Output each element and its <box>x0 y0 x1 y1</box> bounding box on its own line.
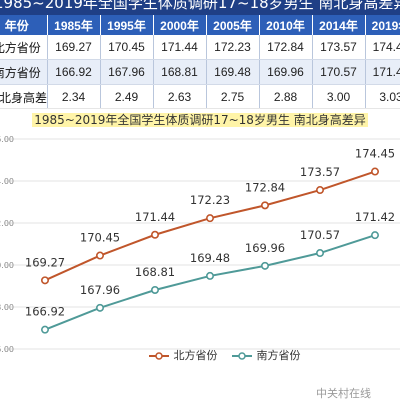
legend-item-south: 南方省份 <box>231 347 301 363</box>
table-cell: 171.44 <box>153 35 207 60</box>
data-label: 174.45 <box>355 147 395 161</box>
data-point <box>315 249 324 258</box>
chart-title: 1985~2019年全国学生体质调研17~18岁男生 南北身高差异 <box>0 112 400 128</box>
table-cell: 172.23 <box>206 35 260 60</box>
table-cell: 174.45 <box>365 35 400 60</box>
data-point <box>315 186 324 195</box>
table-year-header: 2005年 <box>206 15 260 35</box>
chart-title-text: 1985~2019年全国学生体质调研17~18岁男生 南北身高差异 <box>32 113 368 127</box>
y-tick-label: 166.00 <box>0 345 14 354</box>
table-year-header: 1985年 <box>47 15 101 35</box>
table-year-header: 2000年 <box>153 15 207 35</box>
table-row-difference: 南北身高差 2.34 2.49 2.63 2.75 2.88 3.00 3.03 <box>0 84 400 110</box>
table-row-label: 南方省份 <box>0 59 48 85</box>
watermark: 中关村在线 <box>316 387 371 400</box>
table-cell: 170.57 <box>312 59 366 85</box>
data-point <box>206 214 215 223</box>
table-cell: 2.34 <box>47 84 101 110</box>
header-title: 1985~2019年全国学生体质调研17~18岁男生 南北身高差异 <box>0 0 400 12</box>
y-tick-label: 172.00 <box>0 219 14 228</box>
table-cell: 168.81 <box>153 59 207 85</box>
table-cell: 167.96 <box>100 59 154 85</box>
y-tick-label: 174.00 <box>0 177 14 186</box>
y-tick-label: 168.00 <box>0 303 14 312</box>
data-point <box>370 231 379 240</box>
table-row-label: 北方省份 <box>0 35 48 60</box>
data-label: 168.81 <box>135 265 175 279</box>
line-chart: 176.00 174.00 172.00 170.00 168.00 166.00 169.… <box>0 135 400 354</box>
data-label: 166.92 <box>25 305 65 319</box>
data-label: 173.57 <box>300 165 340 179</box>
data-table-container: 年份 1985年 1995年 2000年 2005年 2010年 2014年 2… <box>0 15 400 110</box>
table-corner-header: 年份 <box>0 15 48 35</box>
legend-north-marker-icon <box>149 352 169 360</box>
y-tick-label: 176.00 <box>0 135 14 144</box>
data-label: 169.96 <box>245 241 285 255</box>
data-label: 169.27 <box>25 255 65 269</box>
table-cell: 172.84 <box>259 35 313 60</box>
chart-card: 176.00 174.00 172.00 170.00 168.00 166.00 169.… <box>0 108 400 400</box>
table-cell: 2.88 <box>259 84 313 110</box>
data-point <box>96 303 105 312</box>
data-label: 171.44 <box>135 210 175 224</box>
table-cell: 166.92 <box>47 59 101 85</box>
table-cell: 2.49 <box>100 84 154 110</box>
table-year-header: 1995年 <box>100 15 154 35</box>
table-cell: 169.27 <box>47 35 101 60</box>
legend-item-north: 北方省份 <box>148 347 218 363</box>
data-point <box>206 271 215 280</box>
table-row-south: 南方省份 166.92 167.96 168.81 169.48 169.96 … <box>0 59 400 85</box>
chart-legend: 北方省份 南方省份 <box>148 347 311 363</box>
table-header-row: 年份 1985年 1995年 2000年 2005年 2010年 2014年 2… <box>0 15 400 35</box>
data-label: 169.48 <box>190 251 230 265</box>
data-point <box>151 230 160 239</box>
legend-label: 北方省份 <box>173 349 218 362</box>
data-point <box>370 167 379 176</box>
data-label: 171.42 <box>355 210 395 224</box>
data-point <box>40 276 49 285</box>
data-label: 170.57 <box>300 228 340 242</box>
table-cell: 2.63 <box>153 84 207 110</box>
header-banner: 1985~2019年全国学生体质调研17~18岁男生 南北身高差异 <box>0 0 400 15</box>
table-cell: 170.45 <box>100 35 154 60</box>
data-point <box>96 251 105 260</box>
table-cell: 3.03 <box>365 84 400 110</box>
y-tick-label: 170.00 <box>0 261 14 270</box>
table-year-header: 2010年 <box>259 15 313 35</box>
table-cell: 3.00 <box>312 84 366 110</box>
data-point <box>40 325 49 334</box>
data-label: 172.84 <box>245 180 285 194</box>
table-row-label: 南北身高差 <box>0 84 48 110</box>
data-label: 170.45 <box>80 231 120 245</box>
table-cell: 2.75 <box>206 84 260 110</box>
data-point <box>260 261 269 270</box>
table-cell: 169.96 <box>259 59 313 85</box>
table-cell: 169.48 <box>206 59 260 85</box>
data-table: 年份 1985年 1995年 2000年 2005年 2010年 2014年 2… <box>0 15 400 110</box>
legend-south-marker-icon <box>232 352 252 360</box>
table-year-header: 2019年 <box>365 15 400 35</box>
table-year-header: 2014年 <box>312 15 366 35</box>
legend-label: 南方省份 <box>256 349 301 362</box>
table-cell: 173.57 <box>312 35 366 60</box>
table-row-north: 北方省份 169.27 170.45 171.44 172.23 172.84 … <box>0 35 400 60</box>
data-label: 167.96 <box>80 283 120 297</box>
table-cell: 171.42 <box>365 59 400 85</box>
data-point <box>151 285 160 294</box>
data-label: 172.23 <box>190 193 230 207</box>
data-point <box>260 201 269 210</box>
